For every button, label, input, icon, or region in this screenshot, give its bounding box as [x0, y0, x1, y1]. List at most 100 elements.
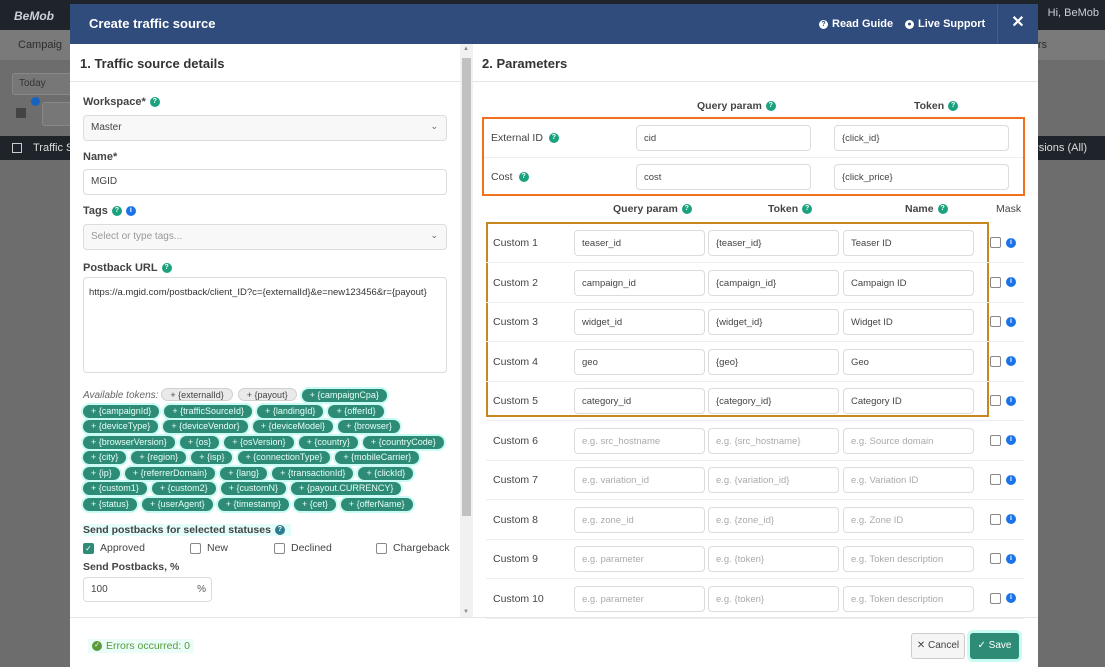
custom-name-input[interactable]: Campaign ID — [843, 269, 974, 296]
mask-checkbox[interactable] — [990, 355, 1001, 367]
custom-query-input[interactable]: e.g. variation_id — [574, 467, 705, 493]
custom-name-input[interactable]: Teaser ID — [843, 230, 974, 256]
mask-checkbox[interactable] — [990, 513, 1001, 525]
token-chip[interactable]: + {custom1} — [83, 482, 147, 495]
token-chip[interactable]: + {campaignCpa} — [301, 389, 387, 402]
info-icon[interactable]: i — [1006, 316, 1016, 327]
custom-query-input[interactable]: e.g. src_hostname — [574, 427, 705, 454]
token-chip[interactable]: + {browserVersion} — [83, 435, 175, 449]
custom-token-input[interactable]: e.g. {src_hostname} — [708, 427, 839, 454]
scroll-down-arrow-icon[interactable]: ▼ — [463, 609, 469, 615]
status-chargeback-checkbox[interactable]: Chargeback — [376, 542, 450, 554]
token-chip[interactable]: + {countryCode} — [362, 435, 444, 449]
token-chip[interactable]: + {region} — [131, 451, 187, 464]
nav-right[interactable]: rs — [1037, 39, 1047, 51]
name-input[interactable]: MGID — [83, 169, 447, 195]
custom-token-input[interactable]: e.g. {token} — [708, 585, 839, 612]
token-chip[interactable]: + {cet} — [294, 497, 336, 511]
token-chip[interactable]: + {campaignId} — [83, 404, 160, 418]
postback-url-textarea[interactable]: https://a.mgid.com/postback/client_ID?c=… — [83, 277, 447, 373]
custom-token-input[interactable]: {campaign_id} — [708, 269, 839, 296]
help-icon[interactable]: ? — [681, 204, 692, 214]
custom-name-input[interactable]: e.g. Variation ID — [843, 467, 974, 493]
custom-token-input[interactable]: {teaser_id} — [708, 230, 839, 256]
query-param-input[interactable]: cid — [636, 125, 811, 151]
info-icon[interactable]: i — [1006, 593, 1016, 603]
mask-checkbox[interactable] — [990, 474, 1001, 485]
token-chip[interactable]: + {clickId} — [358, 466, 414, 480]
help-icon[interactable]: ? — [161, 263, 172, 273]
token-chip[interactable]: + {landingId} — [257, 404, 324, 418]
scrollbar-thumb[interactable] — [462, 58, 471, 516]
save-button[interactable]: ✓ Save — [970, 633, 1019, 659]
mask-checkbox[interactable] — [990, 316, 1001, 327]
token-chip[interactable]: + {timestamp} — [217, 497, 289, 511]
custom-query-input[interactable]: widget_id — [574, 309, 705, 335]
close-button[interactable]: ✕ — [997, 4, 1038, 44]
token-chip[interactable]: + {deviceVendor} — [163, 420, 248, 433]
token-chip[interactable]: + {custom2} — [151, 482, 216, 495]
custom-name-input[interactable]: Category ID — [843, 388, 974, 414]
checkbox-icon[interactable] — [190, 542, 201, 554]
info-icon[interactable]: i — [1006, 237, 1016, 248]
custom-name-input[interactable]: e.g. Token description — [843, 585, 974, 612]
custom-query-input[interactable]: category_id — [574, 388, 705, 414]
help-icon[interactable]: ? — [802, 204, 813, 214]
mask-checkbox[interactable] — [990, 592, 1001, 604]
token-chip[interactable]: + {customN} — [220, 482, 286, 495]
token-chip[interactable]: + {country} — [298, 435, 358, 449]
help-icon[interactable]: ? — [937, 204, 948, 214]
mask-checkbox[interactable] — [990, 395, 1001, 406]
token-chip[interactable]: + {offerName} — [340, 497, 413, 511]
custom-query-input[interactable]: geo — [574, 348, 705, 375]
scroll-up-arrow-icon[interactable]: ▲ — [463, 46, 469, 52]
token-chip[interactable]: + {connectionType} — [237, 451, 331, 464]
cancel-button[interactable]: ✕ Cancel — [911, 633, 965, 659]
custom-token-input[interactable]: e.g. {zone_id} — [708, 506, 839, 533]
left-pane-scrollbar[interactable]: ▲ ▼ — [460, 44, 473, 617]
date-filter[interactable]: Today — [12, 73, 72, 95]
read-guide-link[interactable]: ? Read Guide — [819, 18, 893, 30]
info-icon[interactable]: i — [1006, 553, 1016, 564]
help-icon[interactable]: ? — [149, 97, 160, 107]
token-chip[interactable]: + {deviceType} — [83, 420, 159, 433]
info-icon[interactable]: i — [1006, 435, 1016, 445]
custom-name-input[interactable]: e.g. Source domain — [843, 427, 974, 454]
token-chip[interactable]: + {trafficSourceId} — [164, 404, 253, 418]
column-conversions[interactable]: rsions (All) — [1035, 142, 1087, 154]
column-traffic-source[interactable]: Traffic S — [33, 142, 74, 154]
token-chip[interactable]: + {offerId} — [328, 404, 384, 418]
custom-query-input[interactable]: e.g. zone_id — [574, 506, 705, 533]
info-icon[interactable]: i — [1006, 474, 1016, 485]
checkbox-checked-icon[interactable]: ✓ — [83, 542, 94, 554]
nav-campaigns[interactable]: Campaig — [18, 39, 63, 51]
token-chip[interactable]: + {lang} — [220, 466, 267, 480]
mask-checkbox[interactable] — [990, 553, 1001, 564]
help-icon[interactable]: ? — [948, 101, 959, 111]
token-chip[interactable]: + {city} — [83, 451, 127, 464]
custom-query-input[interactable]: e.g. parameter — [574, 585, 705, 612]
status-approved-checkbox[interactable]: ✓ Approved — [83, 542, 145, 554]
workspace-select[interactable]: Master ⌄ — [83, 115, 447, 141]
token-chip[interactable]: + {userAgent} — [141, 497, 213, 511]
token-input[interactable]: {click_price} — [834, 164, 1009, 190]
custom-token-input[interactable]: {category_id} — [708, 388, 839, 414]
flag-icon[interactable] — [16, 108, 26, 118]
user-menu[interactable]: Hi, BeMob — [1047, 7, 1099, 19]
token-chip[interactable]: + {browser} — [338, 420, 400, 433]
token-chip[interactable]: + {isp} — [191, 451, 233, 464]
token-chip[interactable]: + {payout} — [237, 388, 297, 401]
token-chip[interactable]: + {os} — [179, 435, 220, 449]
custom-token-input[interactable]: e.g. {variation_id} — [708, 467, 839, 493]
custom-query-input[interactable]: campaign_id — [574, 269, 705, 296]
checkbox-icon[interactable] — [376, 542, 387, 554]
info-icon[interactable]: i — [1006, 356, 1016, 366]
query-param-input[interactable]: cost — [636, 164, 811, 190]
send-postbacks-percent-input[interactable]: 100% — [83, 577, 212, 602]
info-icon[interactable]: i — [1006, 277, 1016, 287]
help-icon[interactable]: ? — [765, 101, 776, 111]
custom-name-input[interactable]: Geo — [843, 348, 974, 375]
custom-name-input[interactable]: e.g. Token description — [843, 546, 974, 572]
token-chip[interactable]: + {mobileCarrier} — [335, 451, 420, 464]
token-chip[interactable]: + {deviceModel} — [252, 420, 334, 433]
